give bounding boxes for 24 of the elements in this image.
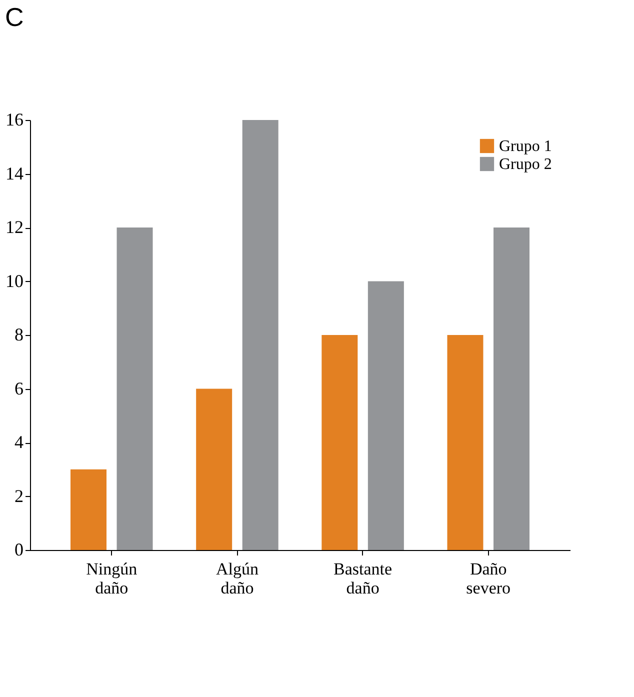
x-tick-label: Algún daño <box>216 560 259 598</box>
y-tick-label: 14 <box>6 163 24 184</box>
y-tick-label: 10 <box>6 270 24 291</box>
bar <box>322 335 358 550</box>
y-tick-label: 12 <box>6 217 24 237</box>
x-tick-label: Daño severo <box>466 560 511 598</box>
legend-label: Grupo 1 <box>499 138 552 155</box>
bar <box>447 335 484 550</box>
chart-title: C <box>5 2 24 32</box>
bar <box>368 281 404 550</box>
bar <box>196 388 232 550</box>
y-tick-label: 6 <box>14 378 24 398</box>
bar <box>70 469 106 550</box>
y-tick-label: 2 <box>14 486 24 506</box>
y-tick-label: 8 <box>14 324 24 344</box>
x-tick-label: Bastante daño <box>334 560 392 598</box>
y-tick-label: 0 <box>14 540 24 560</box>
bar <box>116 228 153 550</box>
bar <box>242 120 278 550</box>
y-tick-label: 4 <box>14 432 24 452</box>
x-tick-label: Ningún daño <box>86 560 138 598</box>
legend-label: Grupo 2 <box>499 156 552 173</box>
bar <box>494 228 530 550</box>
y-tick-label: 16 <box>6 110 24 130</box>
